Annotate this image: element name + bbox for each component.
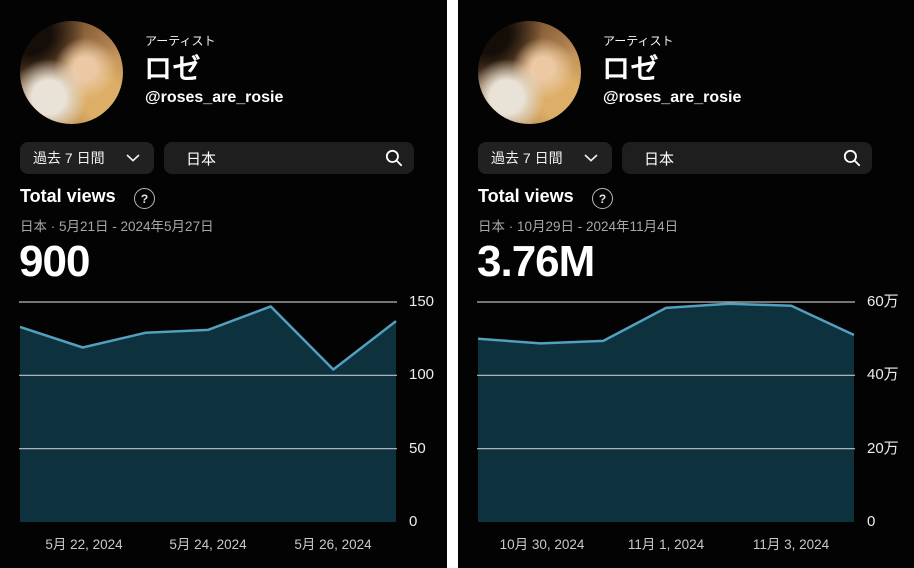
y-axis-tick: 100: [409, 366, 435, 383]
artist-type-label: アーティスト: [603, 34, 674, 48]
total-views-value: 900: [19, 237, 90, 286]
x-axis-tick: 5月 26, 2024: [294, 537, 372, 552]
help-icon[interactable]: ?: [592, 188, 613, 209]
analytics-panel-right: アーティスト ロゼ @roses_are_rosie 過去 7 日間 Total…: [458, 0, 914, 568]
artist-name: ロゼ: [602, 53, 660, 84]
y-axis-tick: 20万: [867, 440, 899, 457]
help-icon[interactable]: ?: [134, 188, 155, 209]
search-icon: [843, 149, 861, 167]
date-range-label: 過去 7 日間: [491, 150, 563, 166]
y-axis-tick: 40万: [867, 366, 899, 383]
y-axis-tick: 150: [409, 293, 435, 310]
panel-divider: [447, 0, 458, 568]
metric-subtitle: 日本 · 10月29日 - 2024年11月4日: [478, 219, 679, 234]
country-search-field[interactable]: [164, 142, 414, 174]
y-axis-tick: 0: [409, 513, 418, 530]
search-input[interactable]: [186, 149, 385, 167]
x-axis-tick: 5月 24, 2024: [169, 537, 247, 552]
date-range-label: 過去 7 日間: [33, 150, 105, 166]
analytics-panel-left: アーティスト ロゼ @roses_are_rosie 過去 7 日間 Total…: [0, 0, 447, 568]
date-range-dropdown[interactable]: 過去 7 日間: [20, 142, 154, 174]
search-icon: [385, 149, 403, 167]
x-axis-tick: 5月 22, 2024: [45, 537, 123, 552]
y-axis-tick: 60万: [867, 293, 899, 310]
views-area-chart[interactable]: [458, 0, 914, 568]
artist-handle: @roses_are_rosie: [603, 89, 742, 106]
x-axis-tick: 11月 1, 2024: [627, 537, 705, 552]
x-axis-tick: 11月 3, 2024: [752, 537, 830, 552]
artist-type-label: アーティスト: [145, 34, 216, 48]
search-input[interactable]: [644, 149, 843, 167]
metric-title: Total views: [20, 186, 116, 206]
chevron-down-icon: [584, 154, 598, 162]
views-area-chart[interactable]: [0, 0, 447, 568]
metric-title: Total views: [478, 186, 574, 206]
chevron-down-icon: [126, 154, 140, 162]
x-axis-tick: 10月 30, 2024: [499, 537, 585, 552]
y-axis-tick: 50: [409, 440, 426, 457]
date-range-dropdown[interactable]: 過去 7 日間: [478, 142, 612, 174]
metric-subtitle: 日本 · 5月21日 - 2024年5月27日: [20, 219, 214, 234]
artist-avatar: [20, 21, 123, 124]
total-views-value: 3.76M: [477, 237, 595, 286]
artist-name: ロゼ: [144, 53, 202, 84]
artist-avatar: [478, 21, 581, 124]
country-search-field[interactable]: [622, 142, 872, 174]
y-axis-tick: 0: [867, 513, 876, 530]
artist-handle: @roses_are_rosie: [145, 89, 284, 106]
